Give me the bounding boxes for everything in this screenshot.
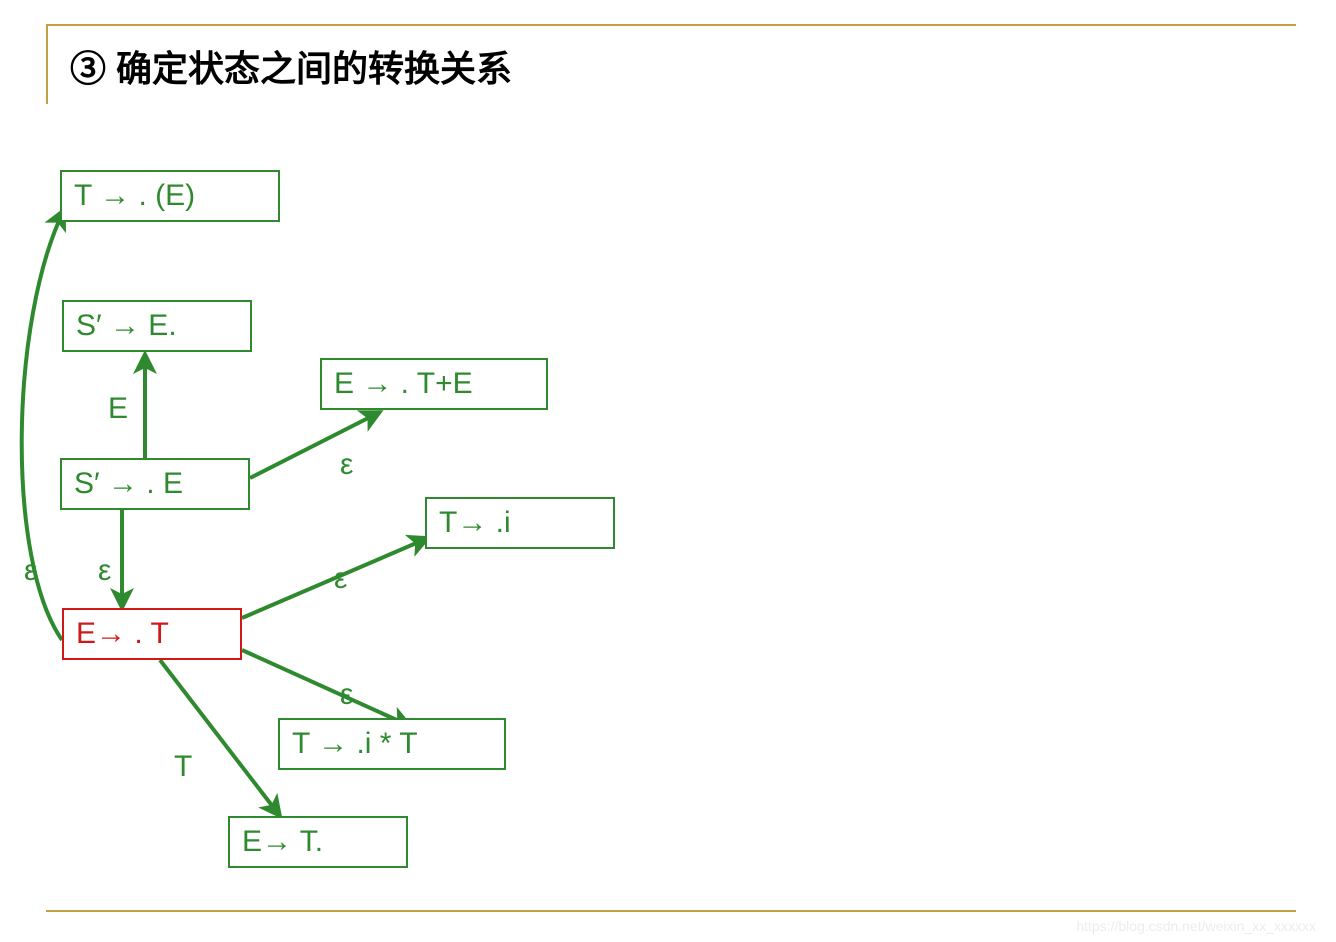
transition-label: ε — [340, 678, 353, 712]
transition-label: ε — [98, 554, 111, 588]
transition-arrow — [250, 412, 380, 478]
state-node-label: E→ . T — [76, 617, 169, 651]
state-node: T → . (E) — [60, 170, 280, 222]
state-node-label: T→ .i — [439, 506, 511, 540]
watermark: https://blog.csdn.net/weixin_xx_xxxxxx — [1076, 918, 1316, 934]
transition-label: E — [108, 392, 128, 426]
transition-arrow — [242, 650, 410, 726]
state-node-label: E→ T. — [242, 825, 323, 859]
state-node: S′ → E. — [62, 300, 252, 352]
state-node-label: S′ → . E — [74, 467, 183, 501]
slide-canvas: ③ 确定状态之间的转换关系 T → . (E) S′ → E. E → . T+E S… — [0, 0, 1336, 942]
state-node-label: T → . (E) — [74, 179, 195, 213]
state-node: E→ T. — [228, 816, 408, 868]
state-node-label: E → . T+E — [334, 367, 473, 401]
transition-label: ε — [334, 562, 347, 596]
state-node: E→ . T — [62, 608, 242, 660]
transition-label: T — [174, 750, 192, 784]
state-node: T→ .i — [425, 497, 615, 549]
state-node: T → .i * T — [278, 718, 506, 770]
state-node-label: S′ → E. — [76, 309, 177, 343]
header-rule-top — [46, 24, 1296, 26]
transition-arrow — [160, 660, 280, 816]
state-node-label: T → .i * T — [292, 727, 418, 761]
transition-label: ε — [340, 448, 353, 482]
bottom-rule — [46, 910, 1296, 912]
header-rule-left — [46, 24, 48, 104]
state-node: E → . T+E — [320, 358, 548, 410]
slide-title: ③ 确定状态之间的转换关系 — [70, 40, 512, 92]
state-node: S′ → . E — [60, 458, 250, 510]
transition-label: ε — [24, 554, 37, 588]
